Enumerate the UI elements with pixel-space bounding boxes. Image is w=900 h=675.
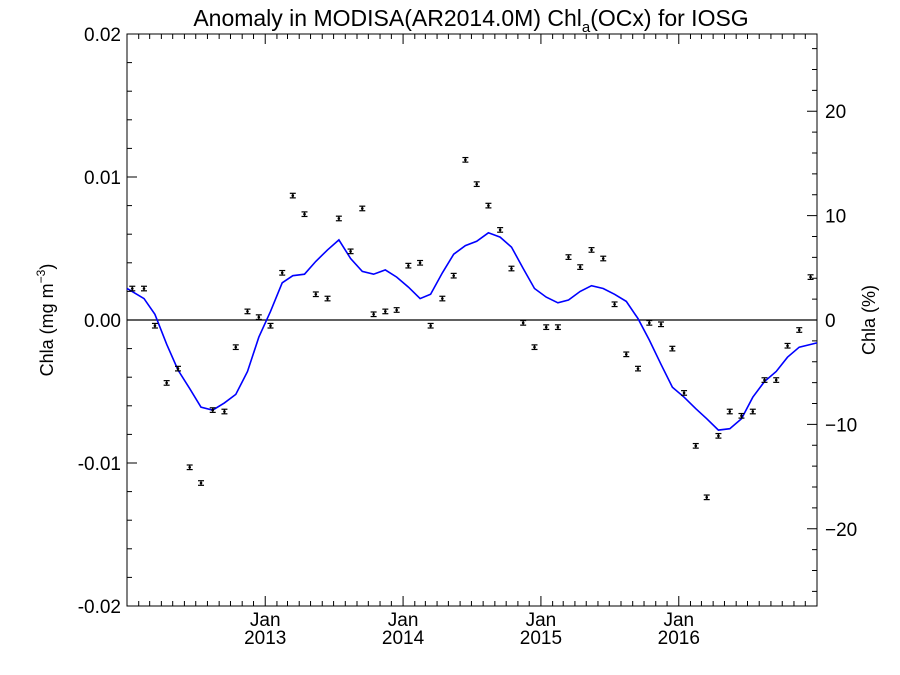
anomaly-point bbox=[418, 261, 422, 265]
anomaly-point bbox=[613, 302, 616, 306]
x-tick-label-month: Jan bbox=[663, 610, 694, 631]
y-left-tick-label: 0.01 bbox=[84, 168, 121, 189]
x-tick-label-year: 2013 bbox=[244, 628, 286, 649]
anomaly-point bbox=[510, 267, 513, 270]
anomaly-point bbox=[556, 325, 560, 329]
anomaly-point bbox=[211, 408, 215, 412]
anomaly-point bbox=[280, 271, 284, 275]
anomaly-point bbox=[728, 410, 732, 413]
title-subscript: a bbox=[582, 19, 591, 36]
ylabel-left-superscript: −3 bbox=[34, 269, 48, 283]
anomaly-point bbox=[360, 207, 364, 210]
anomaly-point bbox=[578, 265, 582, 269]
anomaly-point bbox=[797, 328, 801, 332]
y-right-tick-label: 10 bbox=[825, 207, 846, 228]
y-right-tick-label: −10 bbox=[825, 415, 857, 436]
y-left-tick-label: -0.02 bbox=[78, 597, 121, 618]
anomaly-point bbox=[441, 297, 444, 300]
anomaly-point bbox=[717, 434, 720, 438]
x-tick-label-month: Jan bbox=[388, 610, 419, 631]
ylabel-left-close: ) bbox=[37, 264, 57, 270]
anomaly-point bbox=[648, 321, 651, 325]
anomaly-point bbox=[740, 414, 743, 418]
anomaly-point bbox=[429, 324, 432, 328]
anomaly-point bbox=[475, 182, 479, 186]
anomaly-point bbox=[165, 381, 168, 385]
title-prefix: Anomaly in MODISA(AR2014.0M) Chl bbox=[193, 5, 582, 31]
anomaly-point bbox=[601, 257, 605, 260]
ylabel-left-text: Chla (mg m bbox=[37, 283, 57, 376]
x-tick-label-year: 2014 bbox=[382, 628, 425, 649]
anomaly-point bbox=[498, 228, 502, 232]
anomaly-point bbox=[705, 496, 709, 499]
y-axis-label-right: Chla (%) bbox=[859, 285, 879, 355]
y-left-tick-label: -0.01 bbox=[78, 454, 121, 475]
chart-title: Anomaly in MODISA(AR2014.0M) Chla(OCx) f… bbox=[193, 5, 748, 36]
anomaly-point bbox=[786, 344, 789, 348]
anomaly-point bbox=[452, 274, 455, 277]
anomaly-point bbox=[544, 325, 548, 329]
y-right-tick-label: −20 bbox=[825, 520, 857, 541]
anomaly-point bbox=[326, 297, 329, 300]
x-tick-label-year: 2016 bbox=[658, 628, 700, 649]
anomaly-point bbox=[337, 217, 341, 220]
anomaly-point bbox=[763, 378, 766, 382]
anomaly-point bbox=[188, 465, 191, 469]
y-left-tick-label: 0.02 bbox=[84, 25, 121, 46]
y-left-tick-label: 0.00 bbox=[84, 311, 121, 332]
anomaly-point bbox=[303, 212, 306, 216]
x-tick-label-year: 2015 bbox=[520, 628, 562, 649]
anomaly-point bbox=[671, 347, 674, 350]
anomaly-point bbox=[533, 345, 536, 349]
anomaly-point bbox=[291, 194, 295, 197]
anomaly-point bbox=[521, 321, 525, 325]
y-right-tick-label: 20 bbox=[825, 102, 846, 123]
anomaly-point bbox=[809, 275, 812, 279]
y-right-tick-label: 0 bbox=[825, 311, 836, 332]
y-axis-label-left: Chla (mg m−3) bbox=[34, 264, 57, 377]
anomaly-point bbox=[567, 255, 570, 259]
anomaly-point bbox=[234, 345, 238, 349]
anomaly-point bbox=[751, 410, 755, 413]
smoothed-anomaly-line bbox=[126, 231, 818, 431]
anomaly-point bbox=[314, 292, 318, 296]
anomaly-point bbox=[142, 287, 146, 290]
anomaly-point bbox=[636, 367, 640, 370]
anomaly-point bbox=[624, 353, 628, 356]
title-suffix: (OCx) for IOSG bbox=[590, 5, 748, 31]
anomaly-point bbox=[199, 481, 203, 485]
anomaly-point bbox=[130, 287, 134, 290]
anomaly-point bbox=[349, 250, 352, 253]
anomaly-point bbox=[464, 158, 467, 162]
anomaly-point bbox=[153, 324, 157, 328]
anomaly-point bbox=[659, 322, 663, 326]
x-tick-label-month: Jan bbox=[526, 610, 557, 631]
anomaly-point bbox=[384, 310, 387, 313]
anomaly-point bbox=[395, 308, 398, 312]
anomaly-point bbox=[223, 410, 226, 413]
anomaly-point bbox=[590, 248, 593, 252]
plot-area: 0.020.010.00-0.01-0.0220100−10−20Jan2013… bbox=[78, 25, 858, 649]
anomaly-point bbox=[694, 444, 698, 448]
x-tick-label-month: Jan bbox=[250, 610, 281, 631]
anomaly-point bbox=[372, 312, 375, 316]
anomaly-point bbox=[682, 391, 686, 395]
anomaly-point bbox=[774, 378, 778, 382]
anomaly-point bbox=[246, 310, 249, 313]
anomaly-point bbox=[407, 264, 410, 267]
anomaly-point bbox=[269, 324, 272, 328]
anomaly-point bbox=[487, 204, 490, 207]
anomaly-point bbox=[176, 367, 180, 370]
anomaly-point bbox=[257, 315, 261, 319]
